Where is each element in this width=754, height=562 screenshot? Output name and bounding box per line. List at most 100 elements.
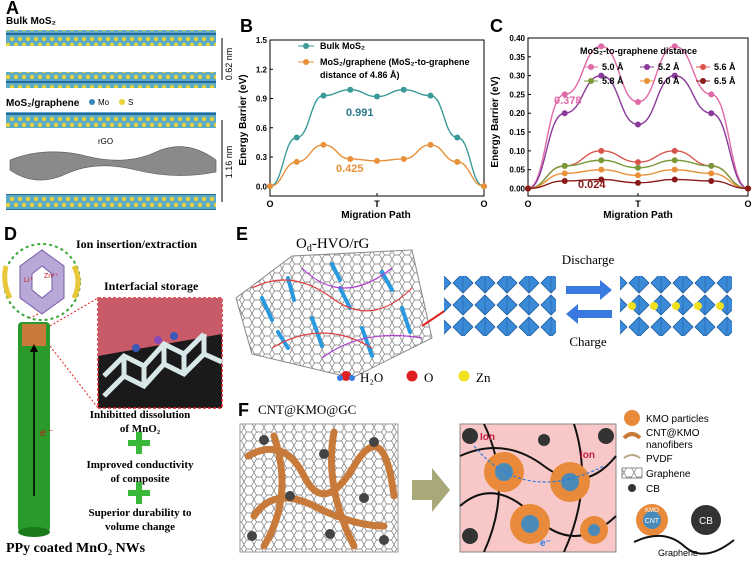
legend-label: 6.5 Å: [714, 76, 736, 86]
data-point: [598, 166, 605, 173]
hvo-crystal-left: [444, 276, 556, 336]
hvo-title-main: O: [296, 236, 307, 252]
y-tick-label: 0.20: [509, 109, 525, 118]
cnt-core-icon: [643, 511, 661, 529]
y-tick-label: 0.35: [509, 53, 525, 62]
s-legend-label: S: [128, 98, 133, 107]
cb-particles-schematic: [462, 428, 614, 544]
chart-b-legend-bulk: Bulk MoS₂: [320, 41, 365, 51]
kmo-inner-label: KMO: [645, 508, 659, 514]
mos2-layer-3: [6, 112, 216, 128]
legend-marker: [588, 64, 594, 70]
legend-graphene-icon: [621, 467, 643, 479]
legend-label: 6.0 Å: [658, 76, 680, 86]
chart-b-annot-low: 0.425: [336, 163, 364, 175]
hvo-nanobelts: [260, 262, 412, 358]
data-point: [671, 166, 678, 173]
data-point: [598, 157, 605, 164]
chart-b-ylabel: Energy Barrier (eV): [238, 74, 249, 165]
data-point: [427, 141, 434, 148]
y-tick-label: 0.30: [509, 72, 525, 81]
data-point: [320, 92, 327, 99]
interface-ion-1: [132, 344, 140, 352]
zoom-line-2: [49, 297, 99, 327]
mos2-layer-4: [6, 194, 216, 210]
y-tick-label: 0.40: [509, 34, 525, 43]
y-tick-label: 0.00: [509, 184, 525, 193]
chart-b-legend-hybrid-2: distance of 4.86 Å): [320, 70, 400, 80]
zn-ion-label: Zn²⁺: [44, 273, 59, 280]
benefit-3-line-1: Superior durability to: [88, 507, 192, 519]
legend-cnt-icon: [622, 432, 642, 440]
data-point: [598, 176, 605, 183]
data-point: [454, 134, 461, 141]
benefit-1-line-2: of MnO₂: [120, 423, 161, 435]
chart-c-ylabel: Energy Barrier (eV): [490, 76, 501, 167]
data-point: [708, 177, 715, 184]
kmo-particles-schematic: [484, 452, 608, 544]
zn-icon: [458, 370, 470, 382]
data-point: [635, 121, 641, 128]
chart-c-annot-low: 0.024: [578, 179, 606, 191]
y-tick-label: 1.5: [256, 36, 268, 45]
legend-o: O: [424, 370, 433, 385]
process-arrow: [412, 468, 450, 512]
data-point: [671, 176, 678, 183]
legend-zn: Zn: [476, 370, 491, 385]
data-point: [454, 158, 461, 165]
cb-particles: [247, 435, 389, 545]
panel-a-figure: Bulk MoS₂ 0.62 nm MoS₂/graphene Mo S rGO…: [6, 10, 236, 222]
hvo-title-sub: d: [307, 243, 312, 254]
ion-arrow-left: [2, 265, 13, 300]
electron-path-arrow: [30, 344, 38, 352]
y-tick-label: 0.15: [509, 128, 525, 137]
bulk-mos2-title: Bulk MoS₂: [6, 16, 56, 27]
hvo-curves: [251, 267, 423, 359]
nanowire-top-mno2: [22, 324, 46, 346]
cb-large-icon: [691, 505, 721, 535]
legend-cnt-2: nanofibers: [646, 440, 693, 451]
data-point: [400, 155, 407, 162]
legend-pvdf: PVDF: [646, 454, 673, 465]
data-point: [561, 162, 568, 169]
panel-a-label: A: [6, 0, 19, 18]
ion-label-1: Ion: [480, 432, 495, 443]
mos2-layer-2: [6, 72, 216, 88]
y-tick-label: 0.05: [509, 166, 525, 175]
legend-marker: [588, 78, 594, 84]
data-point: [267, 183, 273, 190]
panel-e-label: E: [236, 224, 249, 244]
cnt-kmo-fibers: [244, 428, 398, 550]
h2o-icon-h1: [337, 375, 343, 381]
data-point: [561, 170, 568, 177]
mno2-tunnel-inner: [31, 265, 53, 299]
data-point: [598, 72, 605, 79]
ion-label-2: Ion: [580, 450, 595, 461]
data-point: [635, 98, 641, 105]
panel-d-caption: PPy coated MnO₂ NWs: [6, 541, 146, 556]
legend-pvdf-icon: [623, 454, 641, 459]
distance-062-label: 0.62 nm: [224, 48, 234, 81]
s-legend-icon: [119, 99, 125, 105]
data-point: [374, 93, 380, 100]
data-point: [400, 86, 407, 93]
mo-legend-label: Mo: [98, 98, 110, 107]
legend-cb: CB: [646, 484, 660, 495]
data-point: [561, 110, 568, 117]
data-point: [671, 72, 678, 79]
chart-c-legend-title: MoS₂-to-graphene distance: [580, 46, 697, 56]
charge-arrow: [566, 304, 612, 324]
data-point: [708, 162, 715, 169]
series-line: [269, 144, 485, 187]
data-point: [598, 147, 605, 154]
data-point: [635, 179, 641, 186]
rgo-label: rGO: [98, 137, 113, 146]
x-tick-label: T: [635, 199, 641, 209]
legend-cb-icon: [628, 484, 636, 492]
cnt-inner-label: CNT: [645, 518, 660, 525]
panel-c-chart: Energy Barrier (eV) Migration Path 0.00 0…: [488, 32, 752, 221]
data-point: [708, 91, 715, 98]
nanowire-bottom: [18, 527, 50, 537]
rgo-sheet: [9, 146, 217, 181]
y-tick-label: 0.10: [509, 147, 525, 156]
